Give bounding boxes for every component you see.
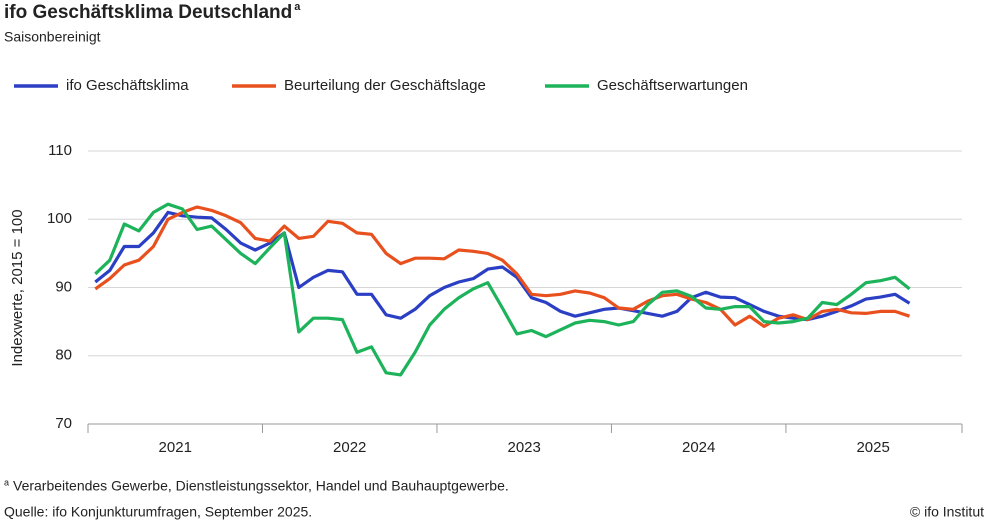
- title-marker: a: [294, 1, 301, 13]
- series-line: [94, 210, 911, 322]
- series-line: [94, 202, 911, 377]
- y-tick-label: 100: [47, 210, 72, 227]
- legend-label: Beurteilung der Geschäftslage: [284, 77, 486, 94]
- credit: © ifo Institut: [910, 504, 984, 520]
- footnote-marker: a: [4, 477, 9, 487]
- subtitle: Saisonbereinigt: [4, 29, 101, 45]
- y-tick-label: 90: [55, 278, 72, 295]
- legend-label: Geschäftserwartungen: [597, 77, 748, 94]
- y-tick-label: 70: [55, 415, 72, 432]
- footnote: Verarbeitendes Gewerbe, Dienstleistungss…: [13, 478, 509, 494]
- x-tick-label: 2022: [333, 439, 366, 456]
- x-tick-label: 2023: [508, 439, 541, 456]
- y-tick-label: 80: [55, 347, 72, 364]
- chart-title: ifo Geschäftsklima Deutschland: [4, 2, 292, 23]
- source: Quelle: ifo Konjunkturumfragen, Septembe…: [4, 504, 312, 520]
- y-axis-label: Indexwerte, 2015 = 100: [9, 209, 26, 366]
- x-tick-label: 2024: [682, 439, 715, 456]
- y-tick-label: 110: [48, 142, 72, 159]
- x-tick-label: 2025: [856, 439, 889, 456]
- x-tick-label: 2021: [159, 439, 192, 456]
- legend-label: ifo Geschäftsklima: [66, 77, 189, 94]
